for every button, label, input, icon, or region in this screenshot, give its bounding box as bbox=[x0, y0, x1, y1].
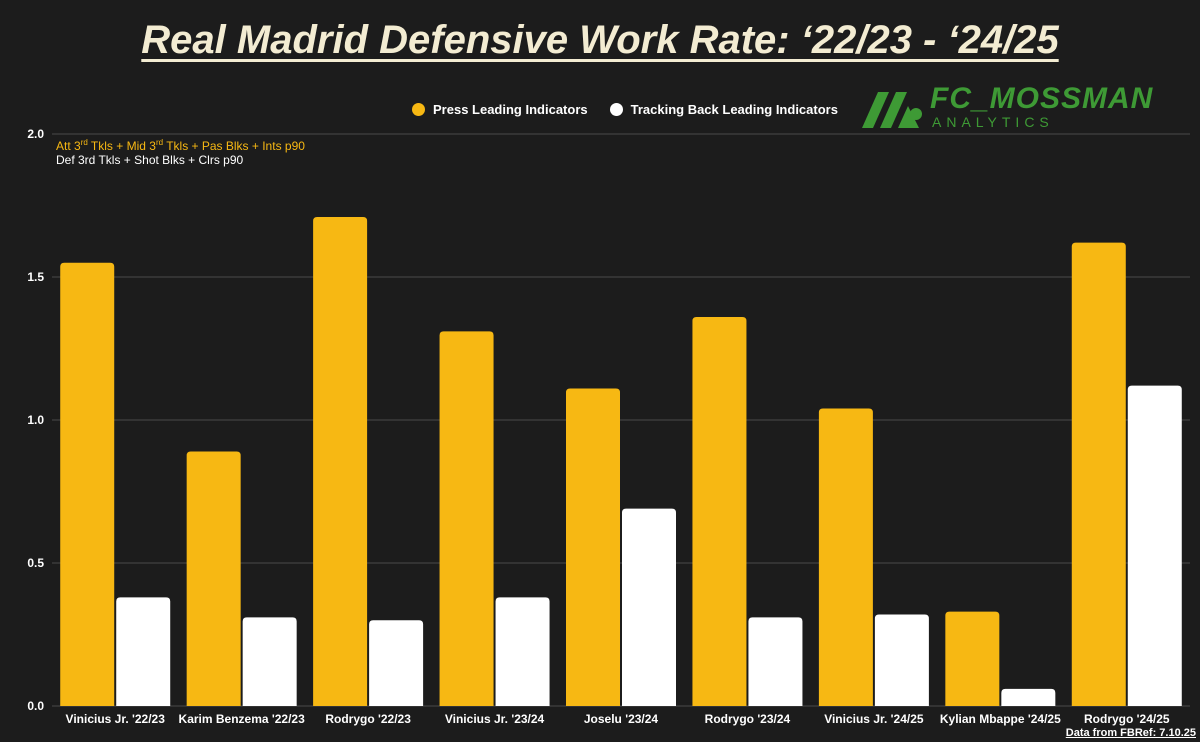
y-tick-label: 1.5 bbox=[27, 270, 44, 284]
tracking-bar bbox=[1001, 688, 1056, 706]
y-tick-label: 1.0 bbox=[27, 413, 44, 427]
tracking-bar bbox=[495, 597, 550, 706]
logo-name: FC_MOSSMAN bbox=[930, 82, 1154, 115]
press-bar bbox=[818, 408, 873, 706]
y-tick-label: 2.0 bbox=[27, 127, 44, 141]
press-bar bbox=[439, 331, 494, 706]
x-category-label: Rodrygo '23/24 bbox=[705, 712, 791, 726]
x-category-label: Joselu '23/24 bbox=[584, 712, 659, 726]
legend-item-tracking: Tracking Back Leading Indicators bbox=[609, 102, 838, 117]
chart-title: Real Madrid Defensive Work Rate: ‘22/23 … bbox=[141, 18, 1059, 62]
y-tick-label: 0.5 bbox=[27, 556, 44, 570]
tracking-bar bbox=[242, 617, 297, 706]
x-category-label: Kylian Mbappe '24/25 bbox=[940, 712, 1061, 726]
legend-tracking-swatch bbox=[609, 103, 623, 116]
x-category-label: Rodrygo '22/23 bbox=[325, 712, 411, 726]
press-bar bbox=[313, 216, 368, 706]
press-bar bbox=[566, 388, 620, 706]
tracking-metric-definition: Def 3rd Tkls + Shot Blks + Clrs p90 bbox=[56, 153, 244, 167]
logo-mark-icon bbox=[862, 92, 922, 128]
legend: Press Leading Indicators Tracking Back L… bbox=[412, 102, 838, 117]
legend-tracking-label: Tracking Back Leading Indicators bbox=[630, 102, 838, 117]
press-bar bbox=[186, 451, 241, 706]
x-category-label: Rodrygo '24/25 bbox=[1084, 712, 1170, 726]
legend-item-press: Press Leading Indicators bbox=[412, 102, 588, 117]
press-metric-definition: Att 3rd Tkls + Mid 3rd Tkls + Pas Blks +… bbox=[56, 138, 305, 153]
x-category-label: Vinicius Jr. '23/24 bbox=[445, 712, 545, 726]
x-category-label: Karim Benzema '22/23 bbox=[179, 712, 306, 726]
legend-press-swatch bbox=[412, 103, 425, 116]
press-bar bbox=[60, 262, 115, 706]
x-category-label: Vinicius Jr. '24/25 bbox=[824, 712, 924, 726]
fc-mossman-logo: FC_MOSSMAN ANALYTICS bbox=[862, 82, 1197, 132]
tracking-bar bbox=[369, 620, 424, 706]
legend-press-label: Press Leading Indicators bbox=[433, 102, 588, 117]
tracking-bar bbox=[116, 597, 171, 706]
logo-subtitle: ANALYTICS bbox=[932, 114, 1054, 130]
x-category-label: Vinicius Jr. '22/23 bbox=[66, 712, 166, 726]
press-bar bbox=[692, 317, 747, 706]
press-bar bbox=[1071, 242, 1126, 706]
tracking-bar bbox=[874, 614, 929, 706]
tracking-bar bbox=[622, 508, 676, 706]
tracking-bar bbox=[1127, 385, 1182, 706]
data-source-note: Data from FBRef: 7.10.25 bbox=[1065, 727, 1196, 739]
press-bar bbox=[945, 611, 1000, 706]
tracking-bar bbox=[748, 617, 803, 706]
y-tick-label: 0.0 bbox=[27, 699, 44, 713]
